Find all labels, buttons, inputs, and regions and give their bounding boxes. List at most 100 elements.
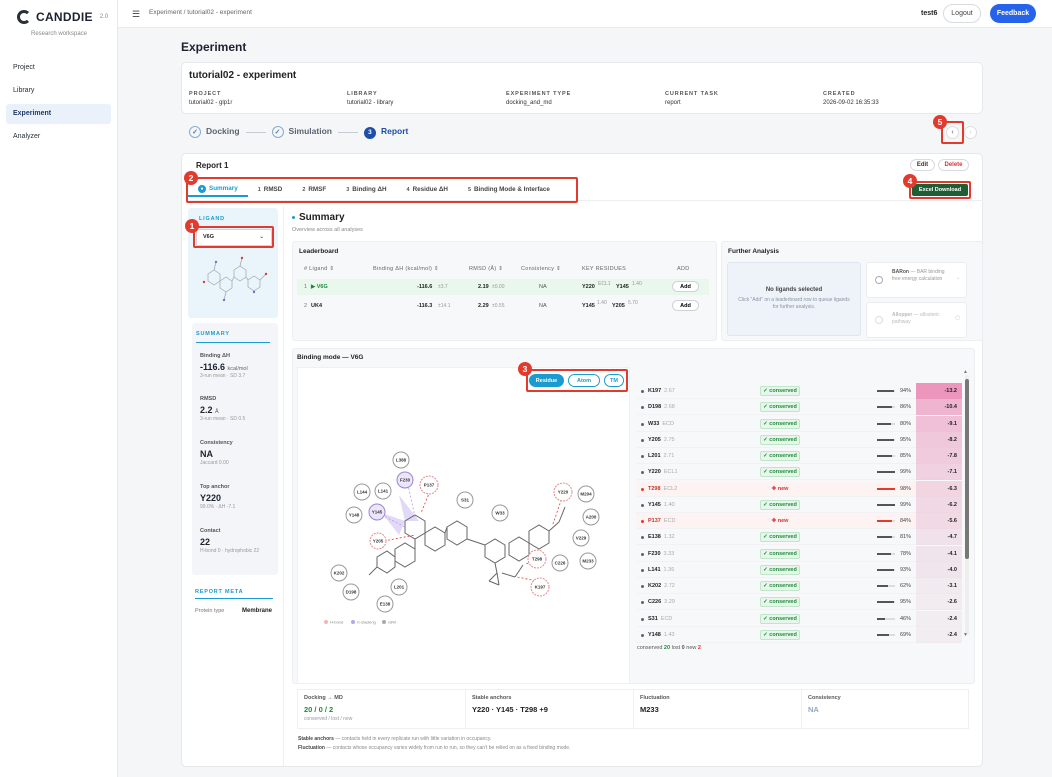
baron-card[interactable]: BARon — BAR binding free energy calculat… — [866, 262, 967, 298]
tab-residue-dh[interactable]: 4 Residue ΔH — [406, 186, 448, 193]
occupancy-percent: 95% — [900, 599, 912, 606]
residue-row[interactable]: L201 2.71 ✓ conserved 85% -7.8 — [636, 448, 962, 464]
residue-node: L201 — [390, 578, 408, 596]
svg-text:E138: E138 — [380, 602, 391, 607]
toggle-tm[interactable]: TM — [604, 374, 624, 387]
summary-label: SUMMARY — [196, 331, 230, 337]
allopper-card: Allopper — allosteric pathway ▢ — [866, 302, 967, 338]
occupancy-bar — [877, 422, 895, 425]
status-badge: ✚ new — [771, 518, 789, 524]
occupancy-percent: 46% — [900, 615, 912, 622]
edit-button[interactable]: Edit — [910, 159, 935, 171]
sidebar-item-experiment[interactable]: Experiment — [6, 104, 111, 124]
add-button[interactable]: Add — [672, 300, 699, 311]
residue-node: C226 — [551, 554, 569, 572]
col-binding-dh[interactable]: Binding ΔH (kcal/mol) ⇕ — [373, 266, 439, 272]
breadcrumb[interactable]: Experiment / tutorial02 - experiment — [149, 9, 252, 16]
residue-name: S31 ECD — [648, 615, 673, 622]
page-title: Experiment — [181, 40, 247, 54]
residue-row[interactable]: L141 1.36 ✓ conserved 93% -4.0 — [636, 561, 962, 578]
app-logo[interactable]: CANDDIE 2.0 — [17, 10, 108, 24]
svg-text:F230: F230 — [400, 478, 411, 483]
excel-download-button[interactable]: Excel Download — [912, 184, 968, 196]
sidebar-item-library[interactable]: Library — [13, 87, 35, 94]
occupancy-percent: 62% — [900, 583, 912, 589]
residue-dot — [641, 585, 644, 588]
step-simulation[interactable]: ✓ Simulation — [271, 126, 332, 139]
topbar: ☰ Experiment / tutorial02 - experiment t… — [118, 0, 1052, 28]
add-button[interactable]: Add — [672, 281, 699, 292]
chevron-right-icon[interactable]: › — [964, 126, 977, 139]
logout-button[interactable]: Logout — [943, 4, 981, 23]
menu-icon[interactable]: ☰ — [132, 9, 141, 19]
residue-row[interactable]: Y220 ECL1 ✓ conserved 99% -7.1 — [636, 464, 962, 481]
sidebar-item-project[interactable]: Project — [13, 64, 35, 71]
residue-row[interactable]: K202 2.72 ✓ conserved 62% -3.1 — [636, 578, 962, 594]
residue-row[interactable]: F230 3.33 ✓ conserved 78% -4.1 — [636, 545, 962, 562]
scrollbar-track[interactable] — [965, 375, 969, 635]
tab-rmsf[interactable]: 2 RMSF — [302, 186, 327, 193]
tab-binding-mode[interactable]: 5 Binding Mode & Interface — [467, 186, 550, 193]
toggle-atom[interactable]: Atom — [568, 374, 600, 387]
residue-row[interactable]: E138 1.32 ✓ conserved 81% -4.7 — [636, 529, 962, 546]
summary-panel — [192, 323, 278, 575]
col-rmsd[interactable]: RMSD (Å) ⇕ — [469, 266, 504, 272]
step-report[interactable]: 3 Report — [363, 126, 408, 139]
svg-text:D198: D198 — [346, 590, 357, 595]
residue-row[interactable]: Y145 1.40 ✓ conserved 99% -6.2 — [636, 496, 962, 513]
residue-row[interactable]: D198 2.68 ✓ conserved 86% -10.4 — [636, 399, 962, 416]
occupancy-bar — [877, 503, 895, 506]
app-name: CANDDIE — [36, 10, 93, 24]
residue-node: E138 — [376, 595, 394, 613]
feedback-button[interactable]: Feedback — [990, 4, 1036, 23]
scroll-up-icon[interactable]: ▲ — [963, 369, 968, 375]
tab-summary[interactable]: ● Summary — [188, 182, 248, 197]
occupancy-percent: 69% — [900, 631, 912, 638]
residue-dot — [641, 520, 644, 523]
residue-row[interactable]: W33 ECD ✓ conserved 80% -9.1 — [636, 415, 962, 432]
chevron-left-icon[interactable]: ‹ — [946, 126, 959, 139]
occupancy-bar — [877, 438, 895, 441]
residue-row[interactable]: S31 ECD ✓ conserved 46% -2.4 — [636, 610, 962, 627]
svg-text:M204: M204 — [580, 492, 592, 497]
report-meta-label: REPORT META — [195, 589, 244, 595]
residue-score: -4.1 — [916, 545, 962, 562]
table-row[interactable]: 2 UK4 -116.3 ±14.1 2.29 ±0.55 NA Y145 1.40 … — [297, 298, 709, 314]
report-title: Report 1 — [196, 161, 229, 170]
meta-current-task: CURRENT TASK report — [665, 91, 719, 106]
step-docking[interactable]: ✓ Docking — [189, 126, 240, 139]
residue-row[interactable]: C226 3.29 ✓ conserved 95% -2.6 — [636, 594, 962, 611]
residue-node: Y205 — [369, 532, 387, 550]
residue-dot — [641, 568, 644, 572]
tab-rmsd[interactable]: 1 RMSD — [257, 186, 283, 193]
status-badge: ✓ conserved — [760, 386, 800, 396]
col-ligand[interactable]: # Ligand ⇕ — [304, 266, 335, 272]
status-badge: ✓ conserved — [760, 564, 800, 575]
residue-row[interactable]: K197 2.67 ✓ conserved 94% -13.2 — [636, 383, 962, 399]
residue-score: -2.4 — [916, 610, 962, 627]
residue-row[interactable]: T298 ECL2 ✚ new 98% -6.3 — [636, 480, 962, 497]
status-badge: ✓ conserved — [760, 597, 800, 608]
residue-row[interactable]: Y148 1.43 ✓ conserved 69% -2.4 — [636, 626, 962, 643]
status-badge: ✓ conserved — [760, 467, 800, 478]
summary-heading: Summary — [292, 212, 345, 223]
residue-node: M233 — [579, 552, 597, 570]
residue-node: P137 — [419, 475, 439, 495]
scrollbar-thumb[interactable] — [965, 379, 969, 559]
col-consistency[interactable]: Consistency ⇕ — [521, 266, 561, 272]
residue-row[interactable]: Y205 2.75 ✓ conserved 95% -8.2 — [636, 431, 962, 448]
table-row[interactable]: 1 ▶ V6G -116.6 ±3.7 2.19 ±0.00 NA Y220 ECL1… — [297, 279, 709, 295]
sidebar-item-analyzer[interactable]: Analyzer — [13, 133, 41, 140]
delete-button[interactable]: Delete — [938, 159, 969, 171]
occupancy-percent: 78% — [900, 550, 912, 557]
tab-binding-dh[interactable]: 3 Binding ΔH — [346, 186, 387, 193]
residue-node: Y145 — [368, 503, 386, 521]
meta-library: LIBRARY tutorial02 - library — [347, 91, 394, 106]
residue-row[interactable]: P137 ECD ✚ new 84% -5.6 — [636, 513, 962, 529]
occupancy-percent: 94% — [900, 388, 912, 394]
ligand-select[interactable]: V6G ⌄ — [196, 229, 272, 246]
annotation-badge-4: 4 — [903, 174, 917, 188]
residue-node: S31 — [456, 491, 474, 509]
scroll-down-icon[interactable]: ▼ — [963, 632, 968, 638]
toggle-residue[interactable]: Residue — [529, 374, 564, 387]
